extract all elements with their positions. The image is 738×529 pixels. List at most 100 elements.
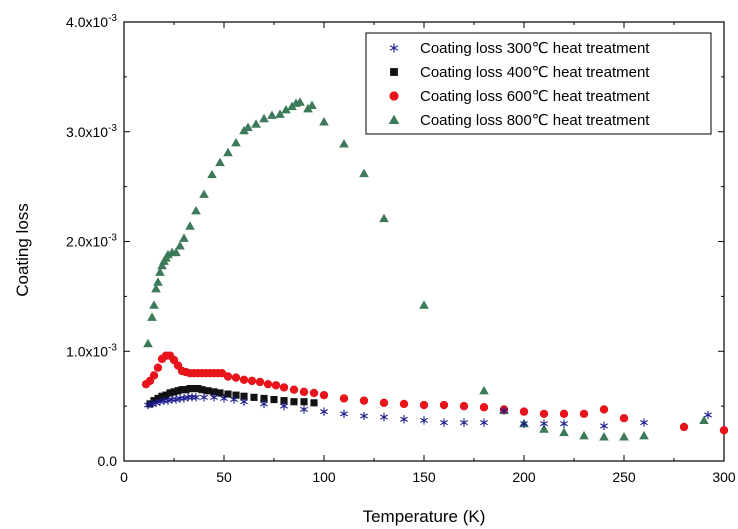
data-point (255, 377, 265, 387)
legend-marker (388, 114, 400, 124)
data-point (179, 233, 189, 242)
data-point (290, 398, 298, 406)
data-point (339, 394, 349, 403)
data-point (270, 395, 278, 404)
data-point (260, 394, 268, 403)
data-point (191, 205, 201, 215)
data-point (704, 410, 712, 420)
data-point (559, 409, 569, 419)
x-tick-label: 50 (216, 469, 232, 485)
series-triangle (143, 97, 709, 441)
series-asterisk (144, 393, 712, 431)
data-point (419, 400, 429, 410)
data-point (271, 381, 281, 390)
data-point (170, 388, 178, 396)
data-point (147, 312, 157, 321)
data-point (500, 406, 508, 415)
data-point (275, 109, 285, 118)
data-point (719, 426, 729, 435)
y-tick-label: 4.0x10-3 (66, 13, 117, 30)
y-tick-label: 3.0x10-3 (66, 123, 117, 140)
points-group (141, 97, 729, 441)
data-point (539, 424, 549, 433)
data-point (479, 385, 489, 395)
y-tick-label: 1.0x10-3 (66, 342, 117, 359)
data-point (400, 415, 408, 424)
data-point (307, 100, 317, 110)
data-point (520, 419, 528, 428)
data-point (279, 383, 289, 392)
data-point (224, 390, 232, 398)
data-point (309, 388, 319, 398)
data-point (479, 403, 489, 412)
data-point (186, 384, 194, 393)
data-point (619, 432, 629, 441)
data-point (281, 104, 291, 114)
data-point (310, 399, 318, 407)
data-point (247, 376, 257, 386)
data-point (320, 407, 328, 416)
data-point (540, 419, 548, 428)
data-point (153, 277, 163, 286)
data-point (420, 416, 428, 425)
data-point (280, 397, 288, 405)
data-point (380, 412, 388, 422)
data-point (178, 386, 186, 394)
data-point (158, 392, 166, 400)
ticks-group: 0 50 100 150 200 250 300 0.0 1.0x10-3 2.0x10-3 3.0… (66, 13, 736, 485)
data-point (162, 391, 170, 399)
data-point (480, 418, 488, 427)
data-point (200, 393, 208, 402)
data-point (240, 392, 248, 400)
data-point (519, 407, 529, 416)
data-point (223, 372, 233, 381)
x-tick-label: 100 (312, 469, 336, 485)
data-point (360, 411, 368, 421)
data-point (267, 110, 277, 119)
x-tick-label: 150 (412, 469, 436, 485)
data-point (280, 401, 288, 411)
data-point (194, 384, 202, 393)
data-point (439, 400, 449, 410)
legend-label: Coating loss 800℃ heat treatment (420, 112, 650, 129)
data-point (379, 213, 389, 223)
data-point (216, 389, 224, 397)
data-point (460, 418, 468, 427)
data-point (579, 430, 589, 440)
data-point (230, 395, 238, 404)
series-circle (141, 351, 729, 435)
data-point (188, 393, 196, 402)
series-square (146, 384, 318, 408)
data-point (210, 388, 218, 396)
data-point (240, 397, 248, 406)
data-point (251, 119, 261, 128)
data-point (143, 338, 153, 348)
data-point (340, 409, 348, 419)
data-point (679, 422, 689, 432)
data-point (250, 393, 258, 401)
x-tick-label: 200 (512, 469, 536, 485)
data-point (215, 157, 225, 167)
data-point (300, 398, 308, 406)
data-point (220, 394, 228, 403)
data-point (319, 390, 329, 400)
data-point (204, 387, 212, 395)
legend-marker (389, 43, 399, 53)
x-tick-label: 0 (120, 469, 128, 485)
data-point (198, 386, 206, 394)
y-axis-title: Coating loss (13, 203, 32, 297)
data-point (150, 397, 158, 405)
data-point (207, 169, 217, 179)
y-tick-label: 2.0x10-3 (66, 233, 117, 250)
data-point (640, 418, 648, 427)
data-point (300, 405, 308, 414)
data-point (185, 221, 195, 230)
data-point (260, 399, 268, 409)
legend-marker (389, 91, 399, 101)
data-point (171, 247, 181, 257)
data-point (153, 363, 163, 372)
x-tick-label: 250 (612, 469, 636, 485)
legend-box (365, 32, 712, 135)
data-point (182, 386, 190, 394)
data-point (399, 399, 409, 409)
